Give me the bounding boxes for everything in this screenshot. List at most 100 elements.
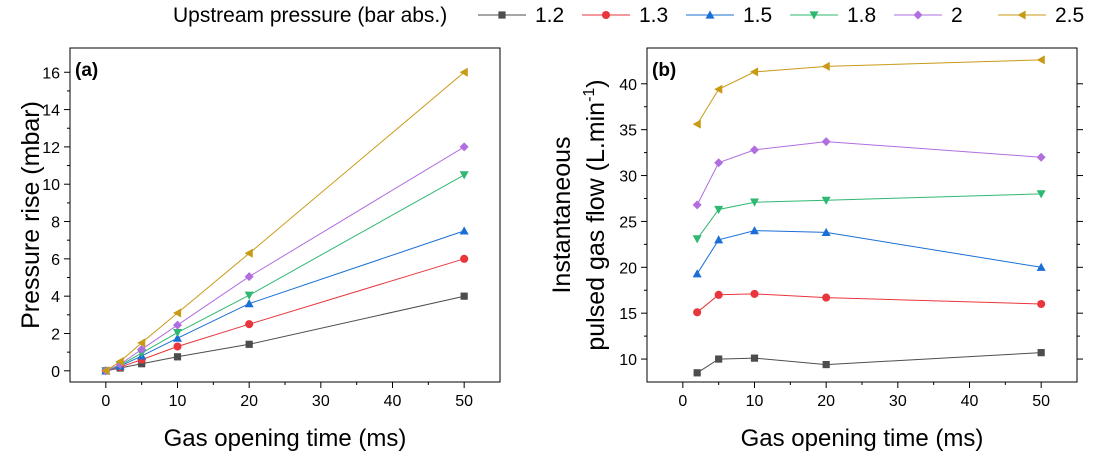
data-point-1.3-b bbox=[750, 289, 759, 298]
x-tick-label-a: 10 bbox=[169, 393, 187, 410]
data-point-2-a bbox=[137, 344, 147, 354]
y-axis-title-b: Instantaneous pulsed gas flow (L.min-1) bbox=[548, 79, 610, 350]
y-axis-title-b-line1: Instantaneous bbox=[548, 136, 576, 293]
legend-label-1.8: 1.8 bbox=[847, 4, 876, 27]
data-point-1.5-a bbox=[459, 226, 469, 235]
data-point-1.5-b bbox=[821, 227, 831, 237]
data-point-2-b bbox=[821, 137, 831, 147]
y-tick-label-a: 0 bbox=[51, 364, 60, 381]
series-line-1.5-b bbox=[696, 230, 1042, 274]
data-point-2-a bbox=[459, 142, 469, 152]
series-line-2.5-b bbox=[696, 59, 1042, 125]
x-tick-label-a: 40 bbox=[384, 393, 402, 410]
data-point-1.2-b bbox=[822, 360, 830, 369]
legend-marker-1.5 bbox=[705, 10, 715, 19]
x-tick-label-a: 30 bbox=[312, 393, 330, 410]
data-point-1.8-a bbox=[459, 171, 469, 180]
y-tick-label-a: 8 bbox=[51, 215, 60, 232]
y-tick-label-a: 2 bbox=[51, 326, 60, 343]
y-axis-title-b-line2: pulsed gas flow (L.min-1) bbox=[581, 79, 610, 350]
series-line-1.2-a bbox=[105, 295, 465, 372]
data-point-1.8-b bbox=[821, 196, 831, 205]
data-point-1.8-a bbox=[244, 291, 254, 300]
panel-a: 0 10 20 30 40 50 0 2 4 6 8 10 12 14 16 (a) Gas opening… bbox=[17, 47, 501, 452]
legend-title: Upstream pressure (bar abs.) bbox=[173, 4, 447, 27]
x-tick-label-b: 50 bbox=[1032, 393, 1050, 410]
y-tick-label-b: 25 bbox=[619, 214, 637, 231]
x-tick-label-b: 0 bbox=[678, 393, 687, 410]
data-point-1.3-a bbox=[245, 320, 254, 329]
legend-marker-2 bbox=[913, 10, 923, 20]
y-tick-label-b: 10 bbox=[619, 352, 637, 369]
data-point-1.3-b bbox=[693, 308, 702, 317]
legend-label-2.5: 2.5 bbox=[1055, 4, 1084, 27]
x-axis-title-b: Gas opening time (ms) bbox=[741, 425, 984, 452]
panel-label-a: (a) bbox=[75, 60, 98, 81]
y-axis-title-b-close: ) bbox=[582, 79, 610, 87]
legend-marker-1.8 bbox=[809, 11, 819, 20]
series-line-1.3-b bbox=[696, 293, 1042, 313]
data-point-1.2-b bbox=[750, 354, 759, 362]
legend-marker-1.2 bbox=[498, 11, 506, 19]
data-point-1.3-b bbox=[714, 290, 723, 299]
y-tick-label-a: 12 bbox=[42, 140, 60, 157]
data-point-2-b bbox=[692, 200, 702, 210]
series-line-1.2-b bbox=[696, 352, 1042, 374]
data-point-1.5-b bbox=[750, 226, 759, 235]
x-tick-label-b: 20 bbox=[817, 393, 835, 410]
y-tick-label-b: 35 bbox=[619, 123, 637, 140]
data-point-1.5-a bbox=[173, 333, 182, 342]
data-point-1.2-a bbox=[173, 353, 182, 361]
y-axis-title-b-main: pulsed gas flow (L.min bbox=[582, 102, 610, 351]
y-axis-title-a: Pressure rise (mbar) bbox=[17, 101, 45, 329]
data-point-1.5-a bbox=[244, 299, 254, 308]
data-point-2.5-b bbox=[692, 119, 701, 129]
data-point-1.2-b bbox=[1037, 349, 1045, 357]
legend-marker-2.5 bbox=[1017, 10, 1026, 20]
series-line-1.8-a bbox=[105, 174, 465, 372]
data-point-1.2-a bbox=[138, 360, 146, 368]
data-point-2-a bbox=[244, 272, 254, 282]
series-line-1.5-a bbox=[105, 230, 465, 372]
x-tick-label-a: 0 bbox=[101, 393, 110, 410]
data-point-2.5-b bbox=[714, 84, 723, 94]
data-point-1.2-b bbox=[715, 355, 723, 363]
legend-label-1.2: 1.2 bbox=[535, 4, 564, 27]
data-point-2.5-b bbox=[1036, 55, 1045, 65]
legend-marker-1.3 bbox=[601, 10, 611, 20]
x-axis-title-a: Gas opening time (ms) bbox=[164, 425, 407, 452]
data-point-2-a bbox=[173, 320, 182, 330]
y-tick-label-b: 20 bbox=[619, 260, 637, 277]
data-point-2.5-a bbox=[459, 67, 468, 77]
y-tick-label-a: 6 bbox=[51, 252, 60, 269]
y-tick-label-b: 30 bbox=[619, 169, 637, 186]
y-tick-label-a: 10 bbox=[42, 177, 60, 194]
x-tick-label-b: 40 bbox=[961, 393, 979, 410]
legend-label-1.3: 1.3 bbox=[639, 4, 668, 27]
data-point-1.8-b bbox=[750, 198, 759, 207]
data-point-2-b bbox=[750, 145, 759, 155]
y-tick-label-b: 15 bbox=[619, 306, 637, 323]
data-point-2.5-b bbox=[821, 61, 830, 71]
legend: Upstream pressure (bar abs.) 1.2 1.3 1.5 1.… bbox=[173, 4, 1084, 27]
y-tick-label-a: 14 bbox=[42, 103, 60, 120]
data-point-1.3-a bbox=[173, 342, 182, 351]
data-point-1.2-a bbox=[460, 292, 468, 300]
data-point-1.5-b bbox=[1036, 262, 1046, 271]
data-point-1.5-b bbox=[692, 269, 702, 278]
x-tick-label-a: 20 bbox=[240, 393, 258, 410]
data-point-1.8-b bbox=[692, 235, 702, 244]
panel-b: 0 10 20 30 40 50 10 15 20 25 30 35 40 (b) Gas openin… bbox=[548, 47, 1083, 452]
series-line-2.5-a bbox=[105, 71, 465, 372]
data-point-2-b bbox=[714, 158, 724, 168]
data-point-2.5-a bbox=[244, 248, 253, 258]
data-point-2.5-a bbox=[173, 308, 182, 318]
x-tick-label-b: 30 bbox=[889, 393, 907, 410]
data-point-1.3-b bbox=[822, 293, 831, 302]
plot-frame-a bbox=[69, 47, 501, 383]
legend-label-2: 2 bbox=[951, 4, 963, 27]
legend-label-1.5: 1.5 bbox=[743, 4, 772, 27]
y-tick-label-a: 16 bbox=[42, 65, 60, 82]
data-point-1.3-a bbox=[460, 254, 469, 263]
